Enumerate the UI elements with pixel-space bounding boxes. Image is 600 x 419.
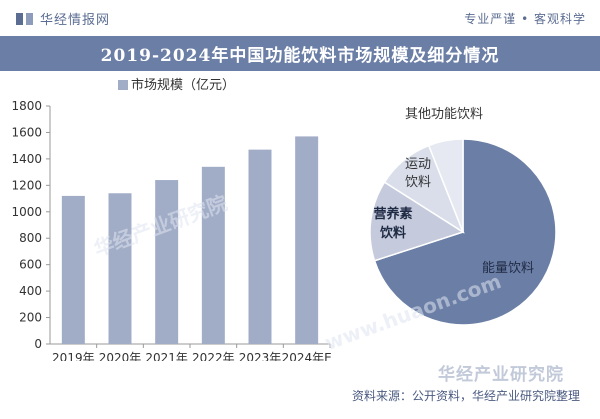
- y-tick-label: 600: [19, 258, 42, 272]
- bar: [201, 166, 225, 344]
- top-bar: 华经情报网 专业严谨 • 客观科学: [0, 0, 600, 34]
- bar: [295, 136, 319, 344]
- source-note: 资料来源：公开资料，华经产业研究院整理: [351, 389, 580, 403]
- bar: [248, 149, 272, 344]
- pie-slice: [369, 181, 465, 262]
- slogan: 专业严谨 • 客观科学: [464, 12, 586, 26]
- bar: [155, 180, 179, 344]
- y-tick-label: 1200: [11, 178, 42, 192]
- x-tick-label: 2020年: [99, 351, 142, 361]
- book-icon: [16, 12, 33, 25]
- bar: [61, 195, 85, 344]
- x-tick-label: 2022年: [192, 351, 235, 361]
- footer-brand: 华经产业研究院: [438, 365, 564, 385]
- y-tick-label: 1800: [11, 99, 42, 113]
- bar: [108, 193, 132, 344]
- pie-slice: [373, 138, 557, 326]
- y-tick-label: 800: [19, 231, 42, 245]
- chart-area: 0 200 400 600 800 1000 1200 1400 1600 1800 2019年 20…: [11, 77, 557, 361]
- x-tick-label: 2023年: [239, 351, 282, 361]
- y-tick-label: 1000: [11, 205, 42, 219]
- x-tick-label: 2019年: [52, 351, 95, 361]
- y-tick-label: 400: [19, 284, 42, 298]
- pie-label: 运动: [405, 157, 431, 172]
- pie-label: 饮料: [405, 175, 431, 190]
- chart-title: 2019-2024年中国功能饮料市场规模及细分情况: [100, 46, 500, 66]
- pie-label: 能量饮料: [482, 261, 534, 276]
- pie-label: 其他功能饮料: [405, 107, 483, 122]
- pie-label: 营养素: [373, 206, 412, 222]
- brand: 华经情报网: [16, 9, 110, 28]
- brand-name: 华经情报网: [40, 13, 111, 28]
- legend-label: 市场规模（亿元）: [131, 77, 235, 93]
- y-tick-label: 1600: [11, 125, 42, 139]
- y-tick-label: 0: [34, 337, 42, 351]
- pie-label: 饮料: [379, 225, 406, 241]
- x-tick-label: 2024年E: [282, 351, 332, 361]
- legend-swatch: [118, 80, 128, 90]
- title-bar: 2019-2024年中国功能饮料市场规模及细分情况: [0, 36, 600, 71]
- y-tick-label: 200: [19, 311, 42, 325]
- pie-slice: [427, 138, 464, 233]
- x-tick-label: 2021年: [145, 351, 188, 361]
- y-tick-label: 1400: [11, 152, 42, 166]
